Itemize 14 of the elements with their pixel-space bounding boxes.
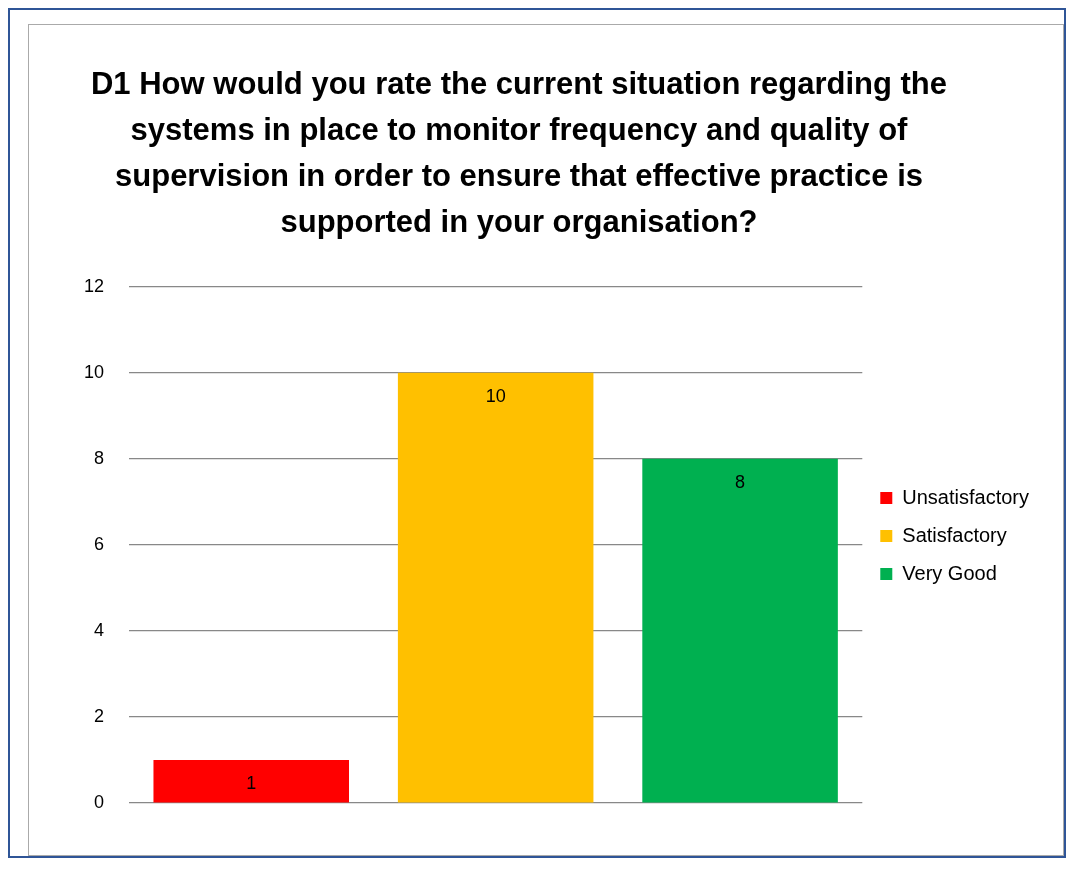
legend-label: Very Good bbox=[902, 561, 997, 584]
y-tick-label: 4 bbox=[94, 619, 105, 640]
y-tick-label: 8 bbox=[94, 447, 105, 468]
legend-label: Unsatisfactory bbox=[902, 485, 1030, 508]
y-tick-label: 0 bbox=[94, 791, 105, 812]
chart-title: D1 How would you rate the current situation regarding the systems in place to monitor frequency and quality of supervision in order to ensure that effective practice is supported in your organisation? bbox=[90, 65, 948, 241]
legend-label: Satisfactory bbox=[902, 523, 1007, 546]
y-tick-label: 10 bbox=[83, 361, 105, 382]
data-label: 8 bbox=[735, 471, 746, 492]
data-label: 10 bbox=[485, 385, 506, 406]
y-tick-label: 6 bbox=[94, 533, 105, 554]
y-tick-label: 12 bbox=[83, 275, 105, 296]
data-label: 1 bbox=[246, 772, 257, 793]
y-tick-label: 2 bbox=[94, 705, 105, 726]
